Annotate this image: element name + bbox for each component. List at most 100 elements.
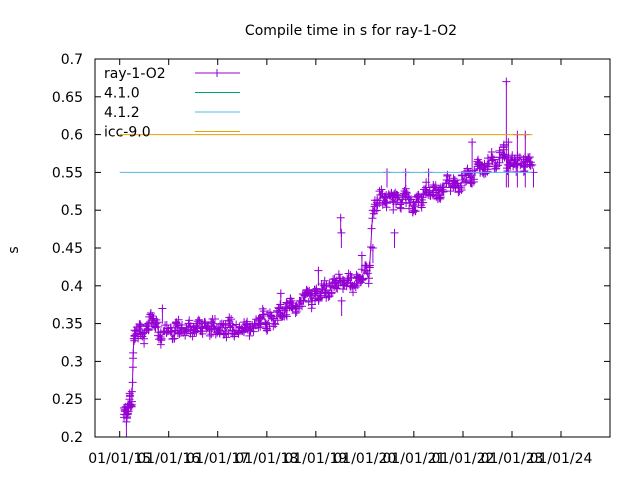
series-point-ray-1-o2 (205, 327, 214, 336)
series-point-ray-1-o2 (303, 289, 312, 298)
series-point-ray-1-o2 (357, 251, 366, 260)
series-point-ray-1-o2 (287, 296, 296, 305)
series-point-ray-1-o2 (314, 266, 323, 275)
series-point-ray-1-o2 (452, 179, 461, 188)
series-point-ray-1-o2 (238, 327, 247, 336)
series-point-ray-1-o2 (129, 334, 138, 343)
series-point-ray-1-o2 (168, 334, 177, 343)
series-point-ray-1-o2 (528, 160, 537, 169)
series-point-ray-1-o2 (128, 363, 137, 372)
y-tick-label: 0.55 (52, 165, 83, 181)
series-point-ray-1-o2 (466, 175, 475, 184)
series-point-ray-1-o2 (214, 324, 223, 333)
series-point-ray-1-o2 (136, 320, 145, 329)
series-point-ray-1-o2 (245, 331, 254, 340)
series-point-ray-1-o2 (409, 206, 418, 215)
x-tick-label: 01/01/18 (235, 451, 298, 467)
series-point-ray-1-o2 (261, 318, 270, 327)
series-point-ray-1-o2 (270, 319, 279, 328)
series-point-ray-1-o2 (381, 198, 390, 207)
series-point-ray-1-o2 (135, 327, 144, 336)
series-point-ray-1-o2 (519, 167, 528, 176)
y-tick-label: 0.35 (52, 317, 83, 333)
series-point-ray-1-o2 (483, 154, 492, 163)
series-point-ray-1-o2 (389, 198, 398, 207)
series-point-ray-1-o2 (299, 296, 308, 305)
series-point-ray-1-o2 (495, 153, 504, 162)
legend-label-icc-9-0: icc-9.0 (104, 125, 151, 141)
series-point-ray-1-o2 (512, 167, 521, 176)
x-tick-label: 01/01/20 (333, 451, 396, 467)
series-point-ray-1-o2 (225, 319, 234, 328)
series-point-ray-1-o2 (178, 320, 187, 329)
series-point-ray-1-o2 (156, 334, 165, 343)
series-point-ray-1-o2 (348, 281, 357, 290)
series-point-ray-1-o2 (332, 281, 341, 290)
series-point-ray-1-o2 (128, 378, 137, 387)
series-point-ray-1-o2 (442, 175, 451, 184)
series-point-ray-1-o2 (464, 169, 473, 178)
series-point-ray-1-o2 (372, 198, 381, 207)
series-point-ray-1-o2 (450, 175, 459, 184)
series-point-ray-1-o2 (210, 315, 219, 324)
series-point-ray-1-o2 (184, 319, 193, 328)
series-line-ray-1-o2 (123, 148, 533, 415)
series-point-ray-1-o2 (122, 417, 131, 426)
series-point-ray-1-o2 (164, 327, 173, 336)
series-point-ray-1-o2 (256, 322, 265, 331)
series-point-ray-1-o2 (389, 205, 398, 214)
series-point-ray-1-o2 (258, 312, 267, 321)
series-point-ray-1-o2 (126, 391, 135, 400)
series-point-ray-1-o2 (430, 183, 439, 192)
series-point-ray-1-o2 (189, 327, 198, 336)
series-point-ray-1-o2 (267, 312, 276, 321)
series-point-ray-1-o2 (368, 214, 377, 223)
series-point-ray-1-o2 (337, 228, 346, 237)
series-point-ray-1-o2 (320, 276, 329, 285)
series-point-ray-1-o2 (219, 320, 228, 329)
series-point-ray-1-o2 (158, 304, 167, 313)
series-point-ray-1-o2 (358, 275, 367, 284)
plot-frame (94, 58, 611, 438)
x-tick-label: 01/01/17 (186, 451, 249, 467)
axis-ticks: 0.2 0.25 0.3 0.35 0.4 0.45 0.5 0.55 0.6 0.65 0.7 01… (52, 52, 610, 467)
series-point-ray-1-o2 (394, 192, 403, 201)
series-point-ray-1-o2 (239, 328, 248, 337)
series-point-ray-1-o2 (222, 333, 231, 342)
series-point-ray-1-o2 (334, 270, 343, 279)
series-point-ray-1-o2 (213, 327, 222, 336)
series-point-ray-1-o2 (454, 183, 463, 192)
series-point-ray-1-o2 (368, 206, 377, 215)
series-point-ray-1-o2 (254, 319, 263, 328)
series-point-ray-1-o2 (336, 213, 345, 222)
series-point-ray-1-o2 (414, 191, 423, 200)
series-point-ray-1-o2 (337, 296, 346, 305)
series-point-ray-1-o2 (242, 319, 251, 328)
series-point-ray-1-o2 (274, 304, 283, 313)
series-point-ray-1-o2 (468, 138, 477, 147)
legend-label-ray-1-o2: ray-1-O2 (104, 66, 166, 82)
series-point-ray-1-o2 (320, 288, 329, 297)
series-point-ray-1-o2 (330, 283, 339, 292)
series-point-ray-1-o2 (278, 312, 287, 321)
y-tick-label: 0.45 (52, 241, 83, 257)
series-point-ray-1-o2 (127, 387, 136, 396)
series-point-ray-1-o2 (301, 288, 310, 297)
series-point-ray-1-o2 (259, 310, 268, 319)
series-point-ray-1-o2 (170, 327, 179, 336)
series-point-ray-1-o2 (458, 175, 467, 184)
series-point-ray-1-o2 (344, 274, 353, 283)
legend-label-4-1-2: 4.1.2 (104, 105, 140, 121)
series-point-ray-1-o2 (376, 191, 385, 200)
series-point-ray-1-o2 (401, 191, 410, 200)
series-point-ray-1-o2 (211, 330, 220, 339)
series-point-ray-1-o2 (314, 296, 323, 305)
series-point-ray-1-o2 (287, 303, 296, 312)
y-tick-label: 0.4 (61, 279, 83, 295)
series-point-ray-1-o2 (378, 189, 387, 198)
x-tick-label: 01/01/23 (481, 451, 544, 467)
series-point-ray-1-o2 (393, 191, 402, 200)
series-point-ray-1-o2 (356, 274, 365, 283)
series-point-ray-1-o2 (189, 323, 198, 332)
